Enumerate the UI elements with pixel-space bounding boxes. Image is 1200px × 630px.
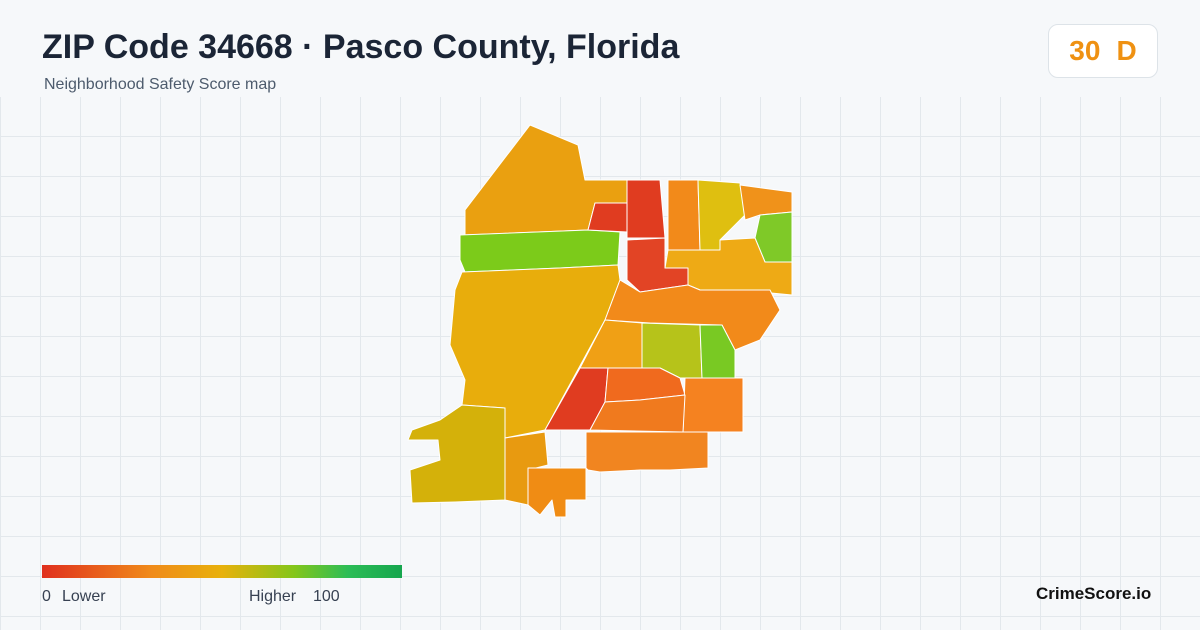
- score-badge: 30 D: [1048, 24, 1158, 78]
- legend-gradient: [42, 565, 402, 578]
- brand: CrimeScore.io: [1036, 584, 1152, 603]
- grade: D: [1116, 35, 1137, 66]
- area: [407, 404, 506, 504]
- area: [699, 324, 736, 379]
- legend-min: 0: [42, 588, 51, 605]
- legend-max: 100: [313, 588, 340, 605]
- area: [587, 202, 628, 233]
- area: [682, 377, 744, 433]
- area: [527, 467, 587, 518]
- legend-min-label: Lower: [62, 588, 106, 605]
- area: [626, 179, 666, 239]
- score: 30: [1069, 35, 1101, 66]
- page-title: ZIP Code 34668 · Pasco County, Florida: [42, 28, 680, 66]
- legend-max-label: Higher: [249, 588, 297, 605]
- page-subtitle: Neighborhood Safety Score map: [44, 76, 277, 93]
- area: [664, 237, 793, 296]
- area: [667, 179, 701, 251]
- area: [585, 431, 709, 473]
